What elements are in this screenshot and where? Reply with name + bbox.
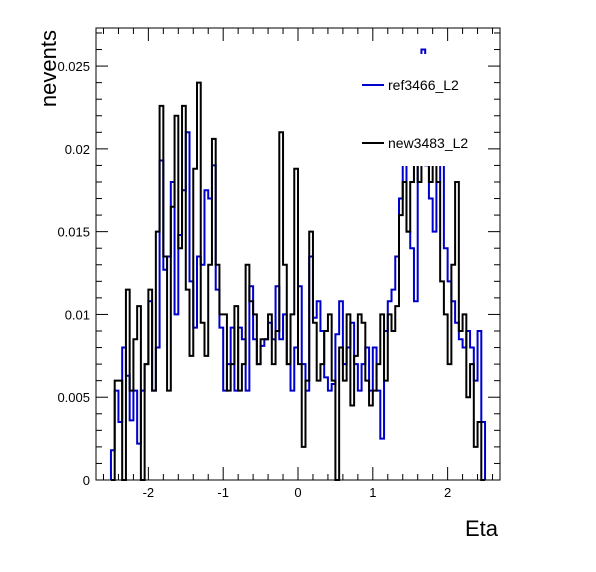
x-tick-label: 0 xyxy=(294,485,301,500)
x-axis-ticks: -2 -1 0 1 2 xyxy=(102,28,494,500)
y-axis-title: nevents xyxy=(36,30,61,107)
y-tick-label: 0.025 xyxy=(57,59,90,74)
legend: ref3466_L2 new3483_L2 xyxy=(358,54,482,166)
x-tick-label: -2 xyxy=(143,485,155,500)
y-tick-label: 0 xyxy=(83,473,90,488)
x-axis-title: Eta xyxy=(465,516,499,541)
x-tick-label: 2 xyxy=(444,485,451,500)
y-tick-label: 0.01 xyxy=(65,307,90,322)
y-axis-ticks: 0 0.005 0.01 0.015 0.02 0.025 xyxy=(57,32,500,488)
legend-label-ref3466: ref3466_L2 xyxy=(388,77,459,93)
y-tick-label: 0.015 xyxy=(57,225,90,240)
y-tick-label: 0.02 xyxy=(65,142,90,157)
legend-box xyxy=(358,54,482,166)
legend-label-new3483: new3483_L2 xyxy=(388,135,468,151)
x-tick-label: -1 xyxy=(217,485,229,500)
y-tick-label: 0.005 xyxy=(57,390,90,405)
x-tick-label: 1 xyxy=(369,485,376,500)
